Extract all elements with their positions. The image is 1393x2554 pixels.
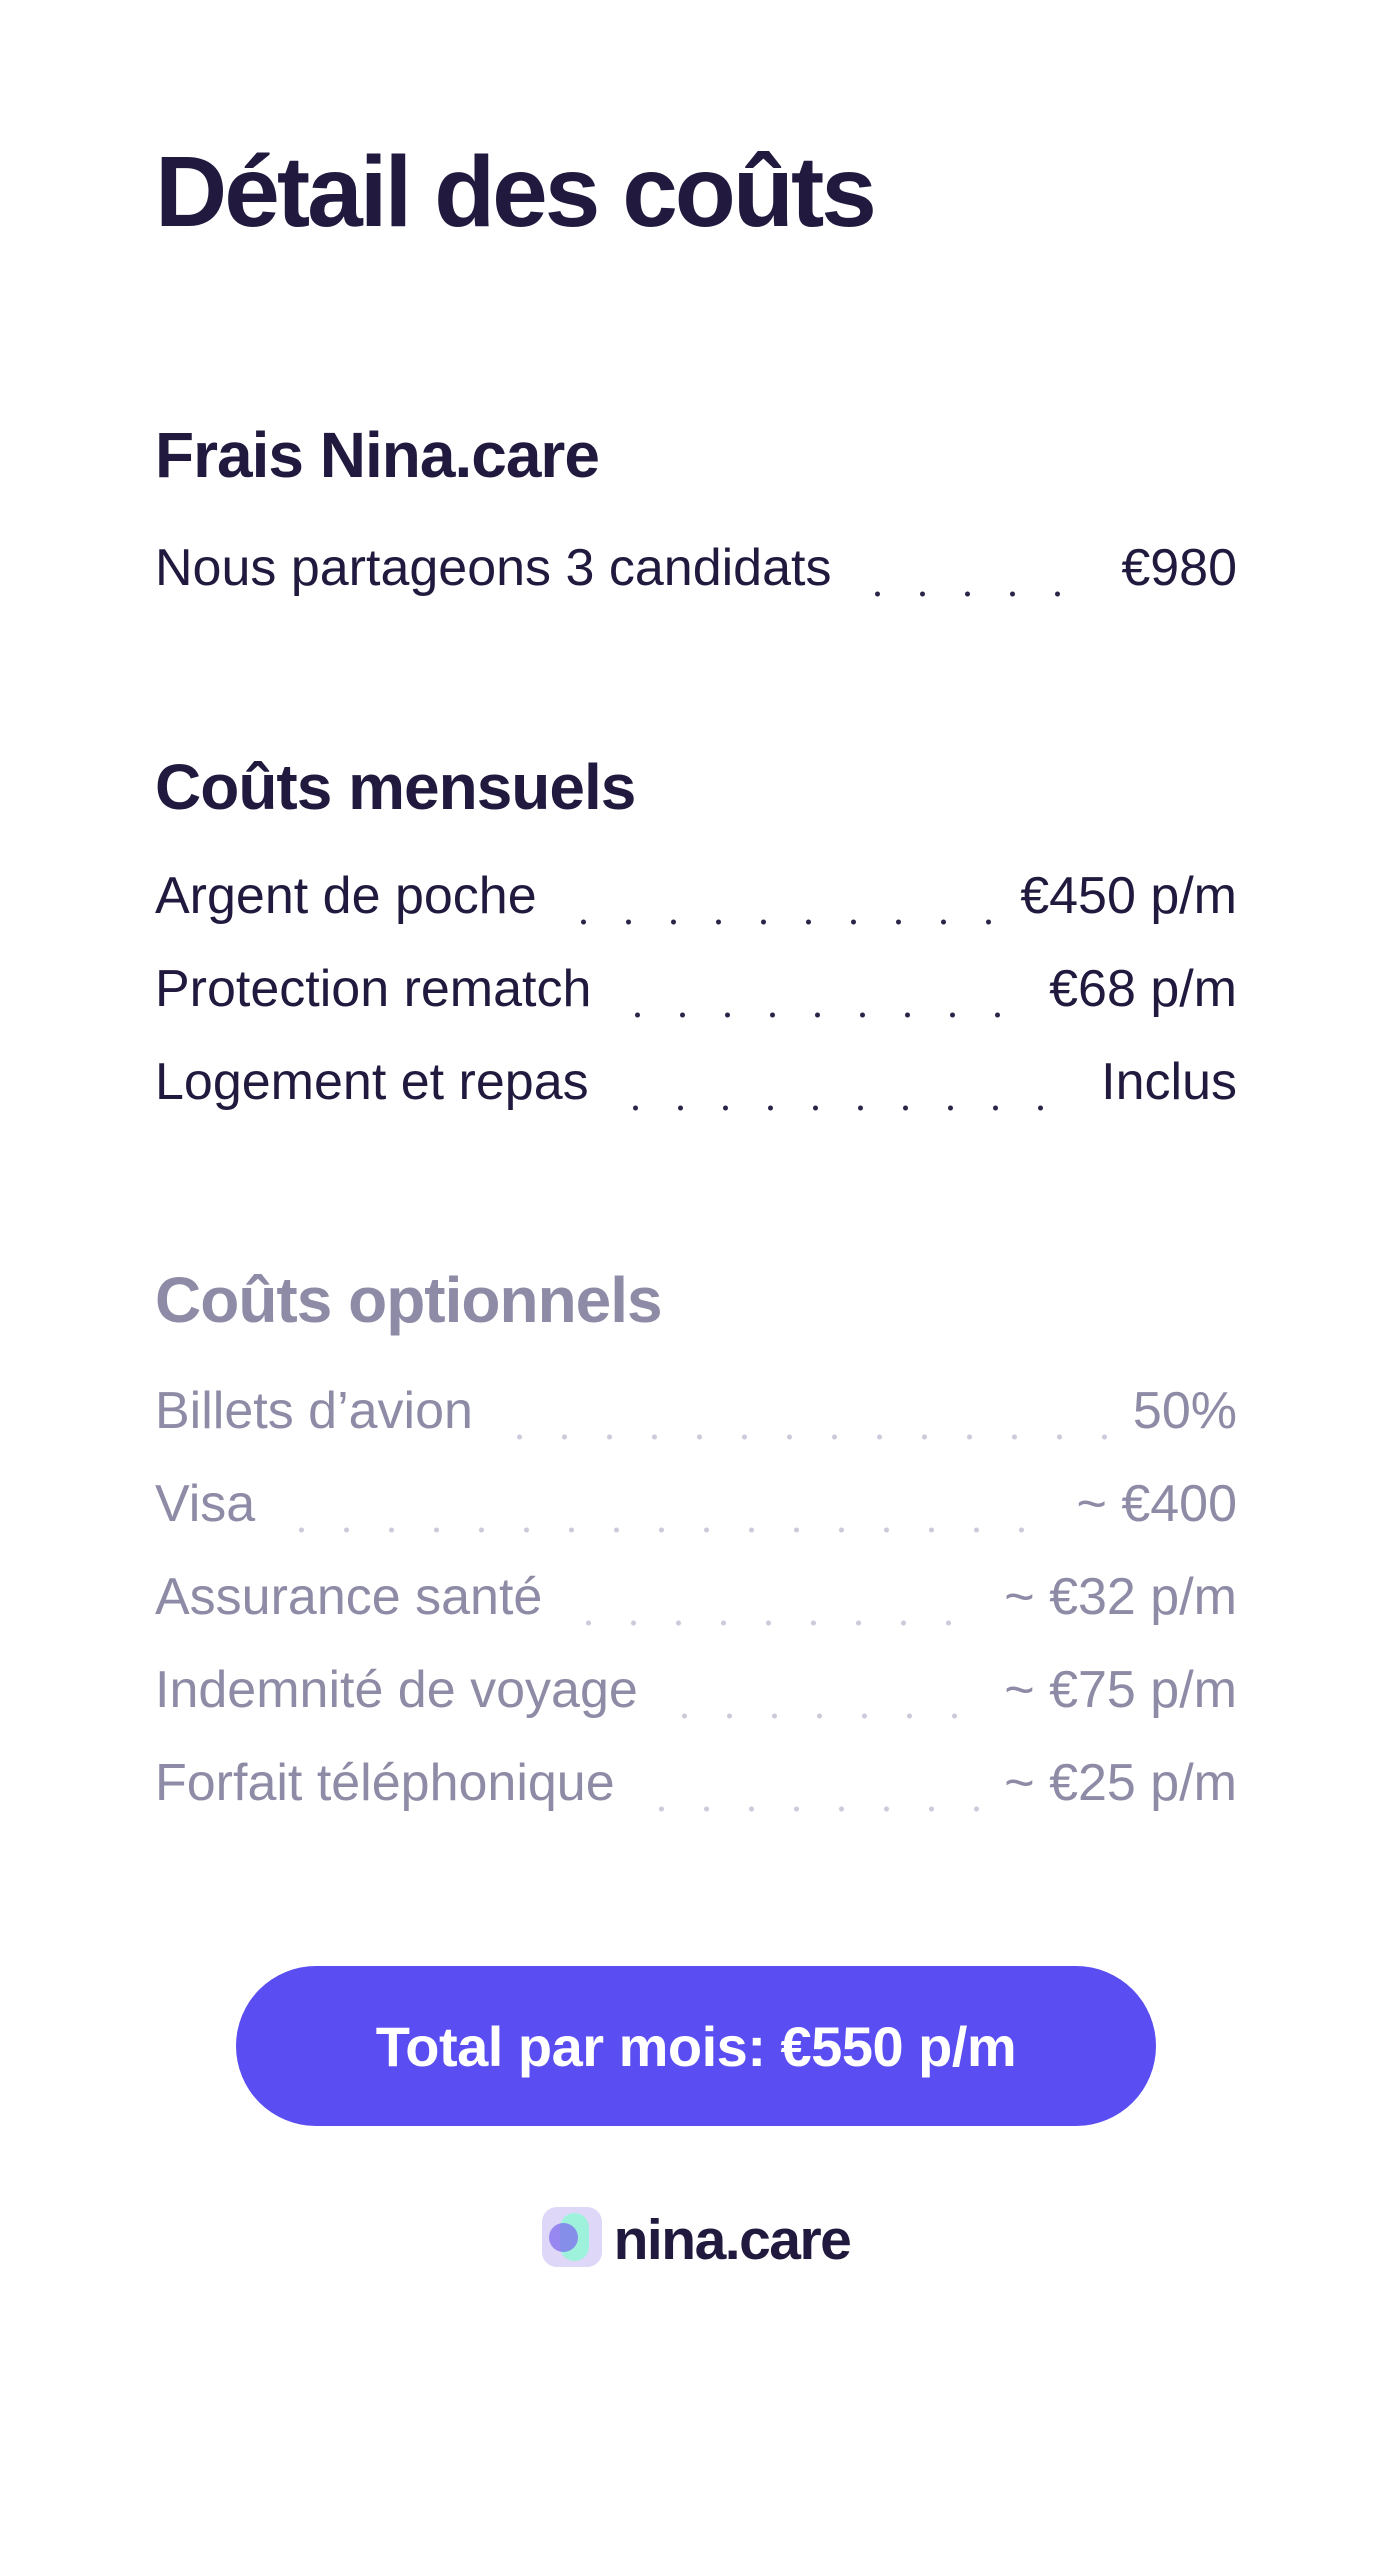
cost-row-visa: Visa ~ €400 [155, 1473, 1237, 1535]
cost-row-assurance-sante: Assurance santé ~ €32 p/m [155, 1566, 1237, 1628]
dotted-leader [855, 591, 1098, 597]
page-title: Détail des coûts [155, 136, 877, 248]
cost-row-argent-de-poche: Argent de poche €450 p/m [155, 865, 1237, 927]
cost-row-value: €980 [1121, 539, 1237, 597]
cost-row-label: Billets d’avion [155, 1382, 473, 1440]
total-button-container: Total par mois: €550 p/m [155, 1966, 1237, 2126]
cost-row-value: ~ €25 p/m [1004, 1754, 1237, 1812]
cost-row-label: Visa [155, 1475, 256, 1533]
nina-care-logo: nina.care [541, 2201, 852, 2273]
cost-row-label: Forfait téléphonique [155, 1754, 615, 1812]
cost-row-logement-repas: Logement et repas Inclus [155, 1051, 1237, 1113]
cost-row-label: Protection rematch [155, 960, 592, 1018]
cost-row-indemnite-voyage: Indemnité de voyage ~ €75 p/m [155, 1659, 1237, 1721]
dotted-leader [612, 1105, 1078, 1111]
cost-row-label: Logement et repas [155, 1053, 589, 1111]
cost-detail-page: Détail des coûts Frais Nina.care Nous pa… [0, 140, 1393, 2554]
cost-row-candidats: Nous partageons 3 candidats €980 [155, 537, 1237, 599]
dotted-leader [560, 919, 997, 925]
cost-row-label: Assurance santé [155, 1568, 543, 1626]
cost-row-value: ~ €32 p/m [1004, 1568, 1237, 1626]
logo-circle-shape [548, 2223, 578, 2252]
nina-care-logo-icon [541, 2207, 602, 2267]
total-button[interactable]: Total par mois: €550 p/m [236, 1966, 1156, 2126]
section-couts-mensuels: Coûts mensuels Argent de poche €450 p/m … [155, 755, 1237, 1113]
cost-row-value: 50% [1132, 1382, 1237, 1440]
cost-row-label: Indemnité de voyage [155, 1661, 638, 1719]
cost-row-value: ~ €75 p/m [1004, 1661, 1237, 1719]
dotted-leader [615, 1012, 1026, 1018]
dotted-leader [279, 1527, 1053, 1533]
cost-row-forfait-telephonique: Forfait téléphonique ~ €25 p/m [155, 1752, 1237, 1814]
cost-row-protection-rematch: Protection rematch €68 p/m [155, 958, 1237, 1020]
dotted-leader [638, 1806, 981, 1812]
section-couts-optionnels: Coûts optionnels Billets d’avion 50% Vis… [155, 1268, 1237, 1814]
cost-row-label: Argent de poche [155, 867, 537, 925]
dotted-leader [566, 1620, 981, 1626]
cost-row-value: ~ €400 [1076, 1475, 1238, 1533]
brand-wordmark: nina.care [613, 2208, 852, 2272]
dotted-leader [661, 1713, 981, 1719]
cost-row-value: Inclus [1101, 1053, 1237, 1111]
cost-row-label: Nous partageons 3 candidats [155, 539, 832, 597]
footer: nina.care [155, 2201, 1237, 2273]
dotted-leader [496, 1434, 1109, 1440]
cost-row-billets-avion: Billets d’avion 50% [155, 1380, 1237, 1442]
cost-row-value: €68 p/m [1049, 960, 1237, 1018]
section-heading-optionnels: Coûts optionnels [155, 1264, 663, 1336]
cost-row-value: €450 p/m [1020, 867, 1237, 925]
section-heading-frais: Frais Nina.care [155, 419, 600, 491]
section-heading-mensuels: Coûts mensuels [155, 751, 636, 823]
section-frais-nina-care: Frais Nina.care Nous partageons 3 candid… [155, 423, 1237, 599]
